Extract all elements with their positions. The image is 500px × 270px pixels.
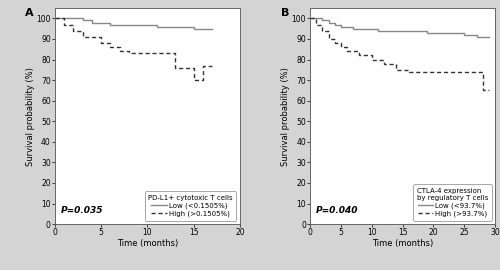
Legend: Low (<93.7%), High (>93.7%): Low (<93.7%), High (>93.7%): [413, 184, 492, 221]
Text: A: A: [26, 8, 34, 18]
Legend: Low (<0.1505%), High (>0.1505%): Low (<0.1505%), High (>0.1505%): [145, 191, 236, 221]
Text: P=0.040: P=0.040: [316, 207, 358, 215]
Text: B: B: [280, 8, 289, 18]
X-axis label: Time (months): Time (months): [117, 239, 178, 248]
X-axis label: Time (months): Time (months): [372, 239, 433, 248]
Y-axis label: Survival probability (%): Survival probability (%): [281, 67, 290, 166]
Y-axis label: Survival probability (%): Survival probability (%): [26, 67, 35, 166]
Text: P=0.035: P=0.035: [60, 207, 103, 215]
